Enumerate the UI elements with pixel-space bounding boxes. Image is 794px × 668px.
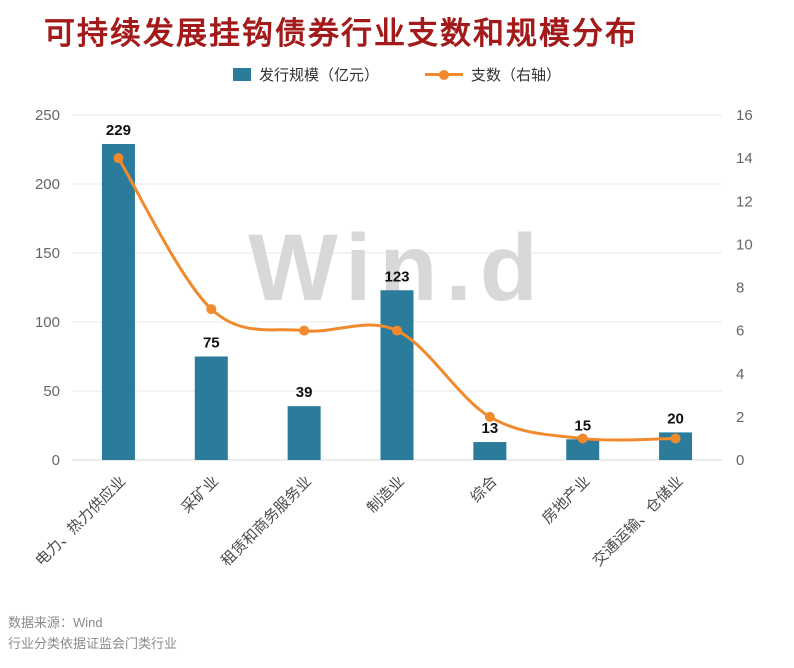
bar-value-label: 75 bbox=[203, 335, 220, 352]
bar bbox=[287, 406, 321, 460]
bar bbox=[566, 439, 600, 460]
y-left-tick-label: 200 bbox=[35, 176, 60, 193]
y-right-tick-label: 4 bbox=[736, 366, 744, 383]
y-right-tick-label: 14 bbox=[736, 150, 753, 167]
footer-source: 数据来源：Wind bbox=[8, 615, 103, 630]
line-point bbox=[484, 411, 495, 422]
bar bbox=[473, 442, 507, 460]
y-right-tick-label: 16 bbox=[736, 107, 753, 124]
y-right-tick-label: 0 bbox=[736, 452, 744, 469]
x-tick-label: 电力、热力供应业 bbox=[32, 472, 130, 570]
line-point bbox=[577, 433, 588, 444]
legend-item-line: 支数（右轴） bbox=[425, 64, 561, 85]
bar-value-label: 13 bbox=[482, 420, 499, 437]
bar bbox=[101, 143, 135, 461]
y-left-tick-label: 250 bbox=[35, 107, 60, 124]
y-right-tick-label: 2 bbox=[736, 409, 744, 426]
bar-value-label: 15 bbox=[574, 417, 591, 434]
y-right-tick-label: 10 bbox=[736, 236, 753, 253]
line-point bbox=[113, 153, 124, 164]
bar-value-label: 39 bbox=[296, 384, 313, 401]
bar bbox=[380, 290, 414, 460]
x-tick-label: 综合 bbox=[467, 473, 500, 506]
bar-swatch-icon bbox=[232, 68, 251, 81]
line-swatch-icon bbox=[425, 69, 463, 80]
line-point bbox=[392, 325, 402, 336]
y-left-tick-label: 0 bbox=[52, 452, 60, 469]
y-left-tick-label: 150 bbox=[35, 245, 60, 262]
page-title: 可持续发展挂钩债券行业支数和规模分布 bbox=[44, 16, 638, 51]
x-tick-label: 采矿业 bbox=[178, 473, 222, 517]
legend-bar-label: 发行规模（亿元） bbox=[258, 67, 379, 84]
bar bbox=[194, 356, 228, 460]
line-point bbox=[299, 325, 310, 336]
chart-canvas: 0501001502002500246810121416Win.d229电力、热… bbox=[32, 107, 753, 570]
line-swatch-dot-icon bbox=[439, 69, 449, 80]
bar-value-label: 20 bbox=[667, 410, 684, 427]
bar-value-label: 123 bbox=[384, 268, 409, 285]
legend-item-bar: 发行规模（亿元） bbox=[232, 64, 379, 85]
x-tick-label: 租赁和商务服务业 bbox=[218, 473, 315, 570]
y-left-tick-label: 50 bbox=[43, 383, 60, 400]
legend-line-label: 支数（右轴） bbox=[471, 67, 562, 84]
x-tick-label: 房地产业 bbox=[539, 473, 593, 527]
line-point bbox=[206, 304, 217, 315]
bar-value-label: 229 bbox=[106, 122, 131, 139]
legend: 发行规模（亿元） 支数（右轴） bbox=[0, 64, 794, 85]
y-left-tick-label: 100 bbox=[35, 314, 60, 331]
x-tick-label: 交通运输、仓储业 bbox=[589, 472, 687, 570]
x-tick-label: 制造业 bbox=[364, 473, 408, 517]
line-point bbox=[670, 433, 681, 444]
y-right-tick-label: 8 bbox=[736, 280, 744, 297]
y-right-tick-label: 6 bbox=[736, 323, 744, 340]
footer-note: 行业分类依据证监会门类行业 bbox=[8, 636, 178, 651]
footer: 数据来源：Wind 行业分类依据证监会门类行业 bbox=[8, 612, 177, 654]
y-right-tick-label: 12 bbox=[736, 193, 753, 210]
